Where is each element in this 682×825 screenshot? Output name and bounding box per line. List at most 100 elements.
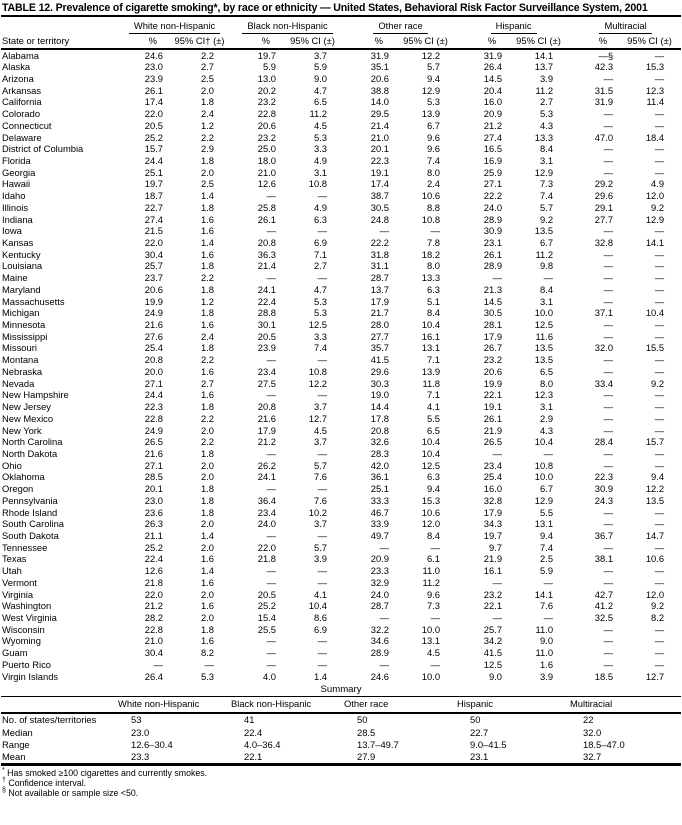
ci-cell: 5.3 [540, 108, 554, 120]
group-header-label: Black non-Hispanic [242, 20, 333, 34]
ci-cell: 1.8 [200, 260, 215, 272]
percent-cell: — [603, 506, 614, 518]
percent-cell: 33.4 [594, 377, 614, 389]
percent-cell: 20.5 [144, 119, 163, 131]
ci-cell: 13.5 [534, 342, 554, 354]
percent-cell: 20.2 [257, 84, 277, 96]
ci-cell: — [654, 283, 665, 295]
ci-cell: — [654, 248, 665, 260]
ci-cell: 4.7 [313, 283, 328, 295]
percent-cell: 26.1 [144, 84, 163, 96]
ci-cell: 1.4 [200, 565, 215, 577]
percent-cell: — [603, 295, 614, 307]
ci-cell: — [654, 154, 665, 166]
ci-cell: 14.1 [534, 49, 554, 61]
state-cell: Iowa [2, 225, 22, 237]
ci-cell: 8.0 [426, 260, 441, 272]
percent-cell: 21.3 [483, 283, 503, 295]
ci-cell: — [317, 389, 328, 401]
percent-cell: — [492, 612, 503, 623]
summary-value-cell: 27.9 [357, 750, 376, 762]
percent-cell: 21.8 [257, 553, 277, 565]
ci-cell: 9.2 [651, 201, 665, 213]
table-row: Florida 24.4 1.8 18.0 4.9 22.3 7.4 16.9 3.1 — — [1, 155, 681, 167]
footnote-marker: * [2, 767, 5, 775]
ci-cell: 1.8 [200, 342, 215, 354]
ci-cell: — [654, 518, 665, 530]
percent-cell: — [603, 365, 614, 377]
ci-cell: — [654, 424, 665, 436]
percent-cell: 20.9 [370, 553, 390, 565]
summary-header: White non-Hispanic Black non-Hispanic Othe… [1, 696, 681, 715]
percent-cell: — [603, 647, 614, 659]
percent-cell: 28.7 [370, 272, 390, 284]
ci-cell: 13.1 [534, 518, 554, 530]
ci-cell: 6.9 [313, 623, 328, 635]
percent-cell: 20.8 [257, 237, 277, 248]
percent-cell: 42.0 [370, 459, 390, 471]
percent-cell: 23.1 [483, 237, 503, 248]
ci-cell: 5.3 [200, 670, 215, 682]
table-row: Georgia 25.1 2.0 21.0 3.1 19.1 8.0 25.9 12.9 — — [1, 167, 681, 179]
state-cell: New Hampshire [2, 389, 69, 401]
ci-cell: 7.1 [313, 248, 328, 260]
percent-cell: 25.1 [144, 166, 163, 178]
ci-cell: 8.0 [426, 166, 441, 178]
percent-cell: — [603, 518, 614, 530]
percent-cell: 23.4 [257, 365, 277, 377]
table-row: Vermont 21.8 1.6 — — 32.9 11.2 — — — — [1, 577, 681, 589]
percent-cell: 30.5 [483, 307, 503, 319]
ci-cell: 2.5 [200, 178, 215, 190]
percent-cell: 24.9 [144, 424, 163, 436]
ci-cell: 1.6 [200, 248, 215, 260]
percent-cell: — [266, 272, 277, 284]
summary-value-cell: 50 [357, 714, 368, 726]
percent-cell: 32.9 [370, 576, 390, 588]
ci-cell: 4.9 [313, 154, 328, 166]
percent-cell: 24.1 [257, 283, 277, 295]
ci-cell: 8.6 [313, 612, 328, 623]
ci-cell: 2.7 [200, 377, 215, 389]
ci-cell: 10.8 [534, 459, 554, 471]
percent-cell: — [603, 319, 614, 331]
percent-cell: 26.5 [144, 436, 163, 448]
ci-cell: 1.6 [200, 576, 215, 588]
ci-cell: 1.2 [200, 295, 215, 307]
summary-title: Summary [320, 684, 362, 696]
percent-cell: 22.1 [483, 389, 503, 401]
table-row: Tennessee 25.2 2.0 22.0 5.7 — — 9.7 7.4 — — [1, 542, 681, 554]
state-rows: Alabama 24.6 2.2 19.7 3.7 31.9 12.2 31.9 14.1 —§ —… [1, 49, 681, 683]
percent-cell: 28.0 [370, 319, 390, 331]
percent-cell: 20.8 [370, 424, 390, 436]
percent-cell: 30.9 [594, 483, 614, 495]
ci-cell: 13.3 [534, 131, 554, 143]
ci-cell: — [654, 119, 665, 131]
state-cell: New York [2, 424, 42, 436]
ci-cell: 1.6 [540, 658, 554, 670]
percent-cell: — [603, 447, 614, 459]
percent-cell: 12.6 [257, 178, 277, 190]
ci-cell: 7.8 [426, 237, 441, 248]
percent-cell: 23.2 [483, 588, 503, 600]
ci-cell: — [317, 635, 328, 647]
percent-cell: 29.1 [594, 201, 614, 213]
percent-cell: 36.3 [257, 248, 277, 260]
empty-corner-cell [1, 17, 118, 34]
percent-cell: 30.4 [144, 248, 163, 260]
percent-cell: 5.9 [262, 61, 277, 73]
ci-cell: 2.2 [200, 131, 215, 143]
ci-cell: 1.6 [200, 553, 215, 565]
ci-cell: 2.0 [200, 612, 215, 623]
percent-cell: 19.9 [483, 377, 503, 389]
table-row: Kansas 22.0 1.4 20.8 6.9 22.2 7.8 23.1 6.7 32.8 14… [1, 237, 681, 249]
ci-cell: 4.3 [540, 424, 554, 436]
ci-cell: 2.9 [200, 143, 215, 155]
summary-value-cell: 22.1 [244, 750, 263, 762]
ci-cell: 8.8 [426, 201, 441, 213]
ci-cell: 18.4 [645, 131, 665, 143]
table-row: California 17.4 1.8 23.2 6.5 14.0 5.3 16.0 2.7 31… [1, 96, 681, 108]
ci-cell: — [654, 330, 665, 342]
table-row: Massachusetts 19.9 1.2 22.4 5.3 17.9 5.1 14.5 3.… [1, 296, 681, 308]
ci-cell: — [654, 225, 665, 237]
ci-cell: 12.9 [534, 166, 554, 178]
